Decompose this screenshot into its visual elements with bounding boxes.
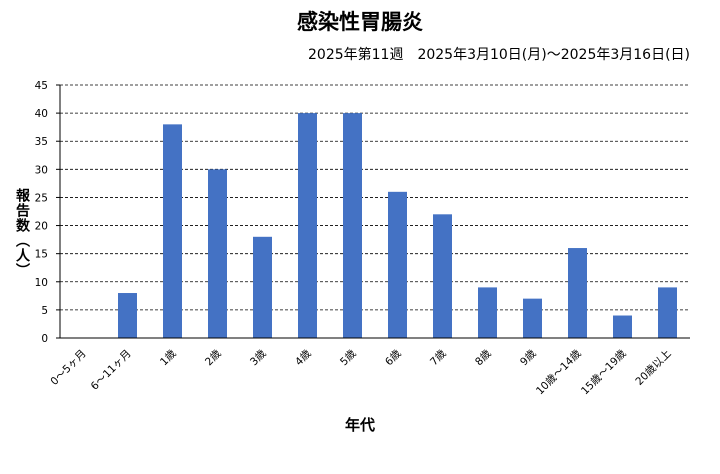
bar: [253, 236, 272, 338]
y-tick-label: 25: [35, 192, 48, 204]
y-tick-label: 10: [35, 277, 48, 289]
bar: [523, 298, 542, 338]
x-tick-label: 3歳: [248, 347, 269, 368]
bar: [343, 113, 362, 338]
bar: [658, 287, 677, 338]
x-tick-labels: 0〜5ヶ月 6〜11ヶ月 1歳 2歳 3歳 4歳 5歳 6歳 7歳 8歳 9歳10歳〜14歳15歳〜…: [48, 347, 673, 397]
y-tick-label: 20: [35, 221, 48, 233]
bar: [163, 124, 182, 338]
x-tick-label: 6歳: [383, 347, 404, 368]
chart-subtitle: 2025年第11週 2025年3月10日(月)〜2025年3月16日(日): [308, 47, 690, 63]
bar: [298, 113, 317, 338]
x-tick-label: 10歳〜14歳: [534, 347, 584, 397]
x-tick-label: 15歳〜19歳: [579, 347, 629, 397]
x-tick-label: 5歳: [338, 347, 359, 368]
x-tick-label: 7歳: [428, 347, 449, 368]
bar: [118, 293, 137, 338]
y-axis-label: 報告数（人）: [14, 188, 30, 278]
y-tick-label: 5: [41, 305, 48, 317]
bar: [208, 169, 227, 338]
y-tick-label: 45: [35, 80, 48, 92]
bar: [568, 248, 587, 338]
y-tick-label: 35: [35, 136, 48, 148]
x-axis-label: 年代: [344, 416, 375, 434]
y-tick-label: 40: [35, 108, 48, 120]
x-tick-label: 2歳: [203, 347, 224, 368]
bar: [613, 315, 632, 338]
x-tick-label: 9歳: [518, 347, 539, 368]
y-tick-label: 0: [41, 333, 48, 345]
x-tick-label: 8歳: [473, 347, 494, 368]
x-tick-label: 4歳: [293, 347, 314, 368]
axes: [56, 84, 690, 339]
grid-lines: [60, 84, 690, 311]
chart-title: 感染性胃腸炎: [297, 10, 423, 34]
y-tick-label: 30: [35, 164, 48, 176]
bar: [478, 287, 497, 338]
x-tick-label: 6〜11ヶ月: [89, 348, 134, 393]
bars: [118, 113, 677, 338]
bar: [433, 214, 452, 338]
y-tick-labels: 0 5 10 15 20 25 30 35 40 45: [35, 80, 48, 345]
x-tick-label: 0〜5ヶ月: [48, 348, 88, 388]
x-tick-label: 1歳: [158, 347, 179, 368]
bar: [388, 191, 407, 338]
x-tick-label: 20歳以上: [633, 348, 673, 388]
y-tick-label: 15: [35, 249, 48, 261]
